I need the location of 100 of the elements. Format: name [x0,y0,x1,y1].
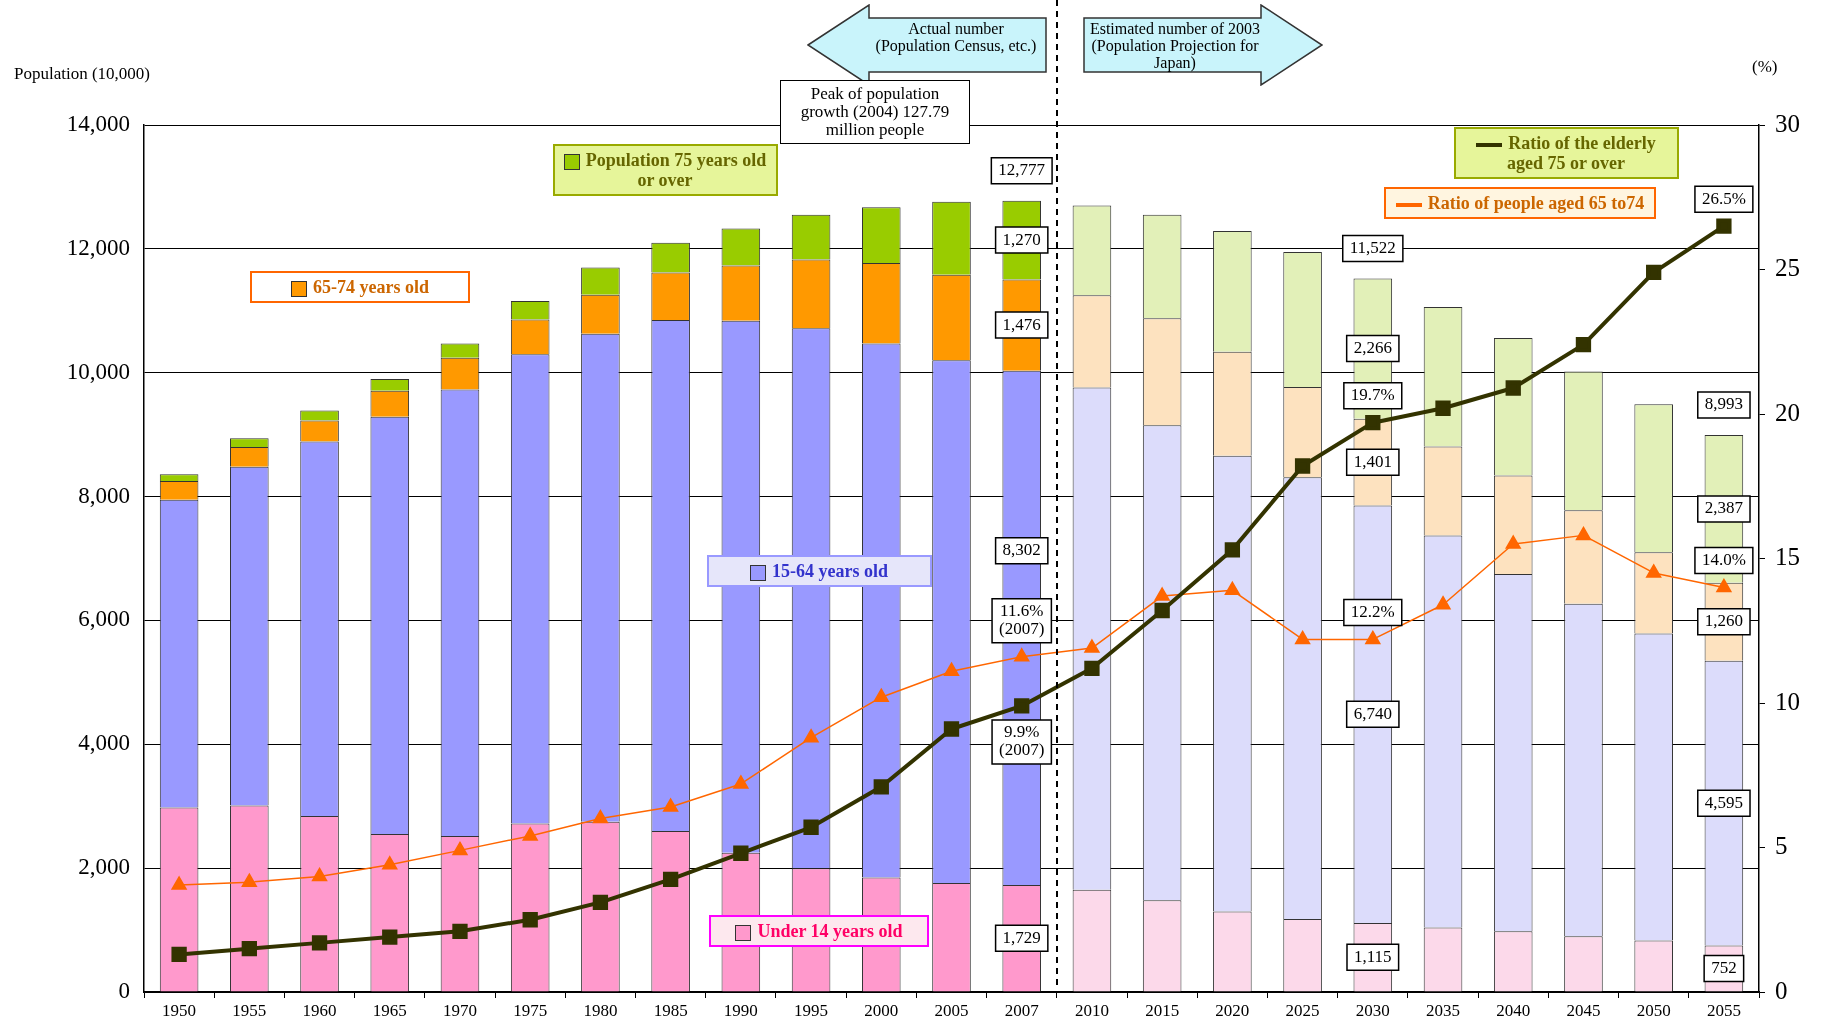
data-label: 6,740 [1353,703,1392,723]
y2-tick-label: 25 [1775,254,1800,282]
x-tick-label: 2007 [1004,1000,1040,1020]
x-tick-label: 1980 [583,1000,618,1020]
y-tick-label: 8,000 [78,482,130,508]
data-label: 1,476 [1002,314,1041,334]
x-tick-label: 2030 [1355,1000,1390,1020]
point [1505,535,1521,549]
data-label: 26.5% [1701,188,1746,208]
legend-label: 65-74 years old [313,277,429,297]
x-tick-label: 1950 [162,1000,197,1020]
point [662,798,679,812]
x-tick-label: 1975 [513,1000,548,1020]
point [1646,564,1662,578]
legend-label: Under 14 years old [757,921,903,941]
point [1224,542,1241,558]
point [522,912,538,928]
label-box: Ratio of the elderly aged 75 or over [1453,127,1679,179]
y2-tick-label: 20 [1775,398,1800,426]
point [311,935,328,951]
data-label: 14.0% [1701,549,1746,569]
point [171,876,187,890]
point [943,662,960,676]
point [452,923,468,939]
x-tick-label: 2020 [1215,1000,1250,1020]
legend-label: Ratio of people aged 65 to74 [1427,193,1645,213]
x-tick-label: 2045 [1566,1000,1601,1020]
point [733,845,749,861]
point [1575,526,1592,541]
point [1224,581,1241,596]
x-tick-label: 2000 [864,1000,899,1020]
point [382,929,398,945]
point [1646,264,1662,281]
total-label: 11,522 [1349,237,1396,257]
point [311,867,328,882]
point [873,779,889,795]
label-box: 15-64 years old [706,555,932,587]
legend-label: 15-64 years old [772,561,888,581]
y-tick-label: 12,000 [66,234,130,260]
point [1365,415,1381,431]
point [1154,587,1170,601]
total-label: 12,777 [998,160,1046,180]
point [171,946,187,963]
y2-tick-label: 15 [1775,543,1800,571]
point [1716,218,1732,234]
x-tick-label: 1985 [653,1000,688,1020]
x-tick-label: 2015 [1145,1000,1180,1020]
point [1365,630,1381,645]
point [1435,595,1451,610]
y-axis-title: Population (10,000) [14,64,150,84]
legend-label: Population 75 years old or over [585,150,767,190]
y-tick-label: 4,000 [78,730,130,756]
point [733,775,749,789]
point [1014,648,1030,662]
x-tick-label: 2035 [1426,1000,1461,1020]
point [1716,578,1732,593]
data-label: 1,115 [1353,946,1392,966]
point [522,827,538,841]
y-tick-label: 10,000 [66,358,130,384]
data-label: 1,260 [1704,611,1744,631]
data-label: 2,387 [1704,498,1744,518]
point [803,728,819,743]
data-label: 2,266 [1353,338,1392,358]
point [1505,380,1521,396]
x-tick-label: 2055 [1706,1000,1741,1020]
y-tick-label: 2,000 [78,854,130,880]
total-label: 8,993 [1704,394,1744,414]
x-tick-label: 2050 [1636,1000,1671,1020]
x-tick-label: 1990 [723,1000,758,1020]
point [241,940,257,957]
text: Estimated number of 2003 (Population Projection for Japan) [1088,20,1262,71]
point [943,721,960,737]
point [592,894,609,911]
y-tick-label: 14,000 [66,111,130,137]
point [1575,336,1592,353]
point [452,841,468,856]
label-box: Population 75 years old or over [552,144,778,196]
data-label: 19.7% [1350,385,1395,405]
data-label: 8,302 [1002,540,1041,560]
label-box: Ratio of people aged 65 to74 [1384,187,1656,219]
data-label: 11.6% (2007) [999,601,1045,639]
legend-label: Ratio of the elderly aged 75 or over [1506,133,1656,173]
point [1294,458,1311,474]
x-tick-label: 1970 [442,1000,477,1020]
x-tick-label: 1965 [372,1000,407,1020]
y-tick-label: 6,000 [78,606,130,632]
y2-tick-label: 5 [1775,832,1788,860]
data-label: 1,729 [1002,927,1041,947]
y-tick-label: 0 [118,978,130,1004]
text: Actual number (Population Census, etc.) [874,20,1038,54]
point [1014,698,1030,714]
x-tick-label: 1955 [232,1000,267,1020]
data-label: 4,595 [1704,792,1744,812]
x-tick-label: 2005 [934,1000,969,1020]
point [662,871,679,887]
data-label: 752 [1711,957,1737,977]
data-label: 12.2% [1350,601,1395,621]
point [241,873,257,887]
data-label: 1,401 [1353,451,1392,471]
x-tick-label: 1960 [302,1000,337,1020]
